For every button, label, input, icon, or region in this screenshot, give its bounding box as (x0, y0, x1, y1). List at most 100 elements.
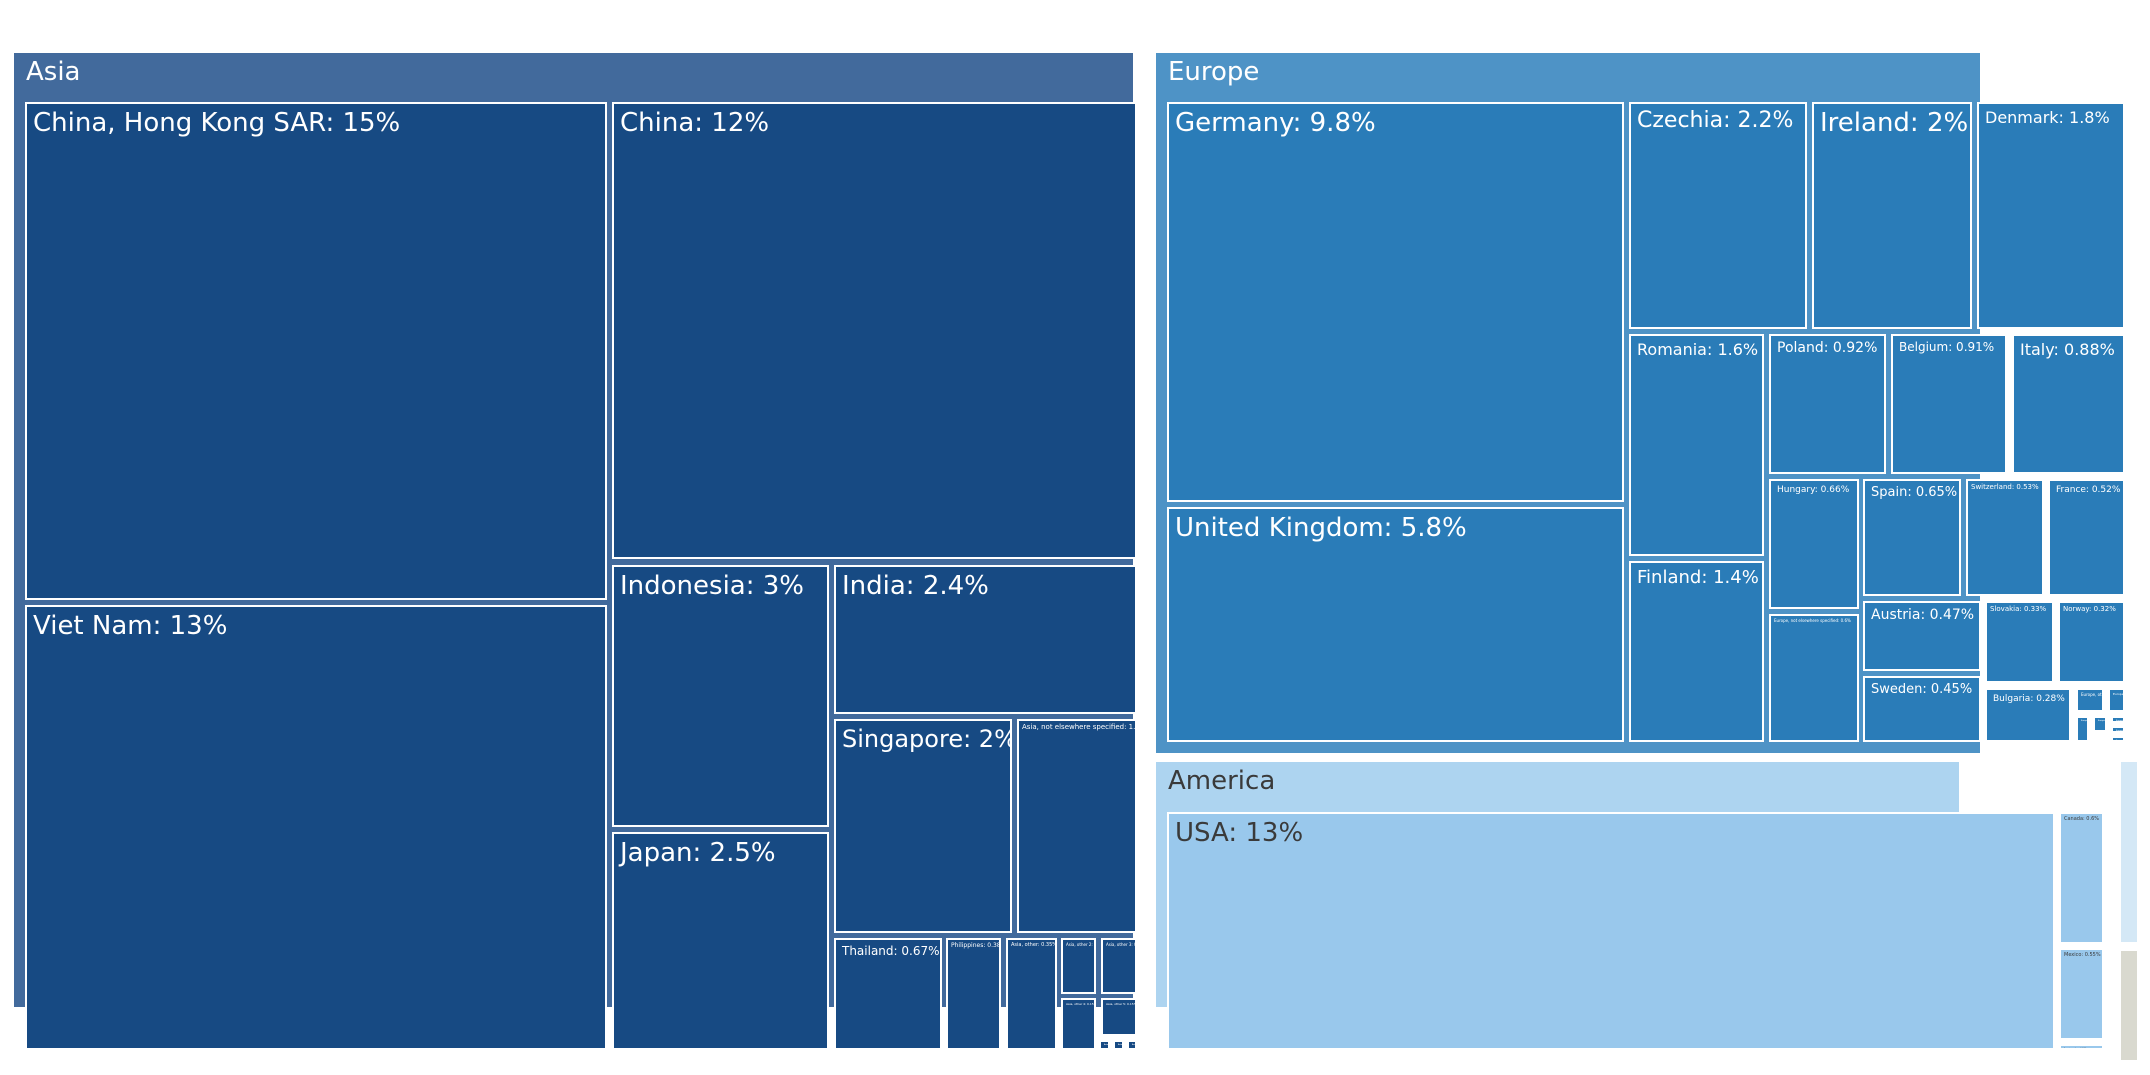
tile-slovakia[interactable]: Slovakia: 0.33% (1985, 601, 2054, 683)
tile-philippines[interactable]: Philippines: 0.38% (946, 938, 1001, 1050)
tile-mexico[interactable]: Mexico: 0.55% (2059, 948, 2104, 1040)
tile-label-asia-other-6: Asia, other 6: 0.03% (1104, 1044, 1109, 1046)
tile-label-singapore: Singapore: 2% (842, 725, 1012, 753)
tile-singapore[interactable]: Singapore: 2% (834, 719, 1012, 933)
tile-label-asia-other: Asia, other: 0.35% (1011, 942, 1057, 948)
tile-united-kingdom[interactable]: United Kingdom: 5.8% (1167, 507, 1624, 742)
tile-spain[interactable]: Spain: 0.65% (1863, 479, 1961, 596)
tile-asia-other-2[interactable]: Asia, other 2: 0.2% (1061, 938, 1096, 994)
tile-label-spain: Spain: 0.65% (1871, 485, 1958, 500)
tile-france[interactable]: France: 0.52% (2048, 479, 2125, 596)
tile-asia-other-6[interactable]: Asia, other 6: 0.03% (1099, 1040, 1110, 1050)
tile-label-europe-other-7: Europe, other 7: 0.02% (2116, 740, 2124, 742)
region-europe[interactable]: Europe Germany: 9.8% United Kingdom: 5.8% C… (1156, 53, 2125, 753)
tile-europe-other-4[interactable]: Europe, other 4: 0.03% (2093, 716, 2107, 732)
tile-bulgaria[interactable]: Bulgaria: 0.28% (1985, 688, 2071, 742)
tile-sweden[interactable]: Sweden: 0.45% (1863, 676, 1981, 742)
tile-label-poland: Poland: 0.92% (1777, 340, 1878, 356)
region-other-region-2[interactable] (2121, 951, 2137, 1060)
tile-norway[interactable]: Norway: 0.32% (2058, 601, 2125, 683)
tile-finland[interactable]: Finland: 1.4% (1629, 561, 1764, 742)
tile-label-switzerland: Switzerland: 0.53% (1971, 483, 2039, 491)
tile-hungary[interactable]: Hungary: 0.66% (1769, 479, 1859, 609)
tile-label-hungary: Hungary: 0.66% (1777, 485, 1850, 495)
tile-canada[interactable]: Canada: 0.6% (2059, 812, 2104, 944)
tile-label-viet-nam: Viet Nam: 13% (33, 611, 228, 641)
tile-label-america-other: America, other: 0.02% (2064, 1048, 2087, 1050)
tile-label-asia-other-2: Asia, other 2: 0.2% (1066, 942, 1094, 947)
tile-label-czechia: Czechia: 2.2% (1637, 108, 1794, 133)
tile-label-bulgaria: Bulgaria: 0.28% (1993, 694, 2065, 704)
tile-label-thailand: Thailand: 0.67% (842, 944, 940, 958)
tile-europe-not-elsewhere-specified[interactable]: Europe, not elsewhere specified: 0.6% (1769, 614, 1859, 742)
tile-label-indonesia: Indonesia: 3% (620, 571, 805, 601)
tile-label-sweden: Sweden: 0.45% (1871, 682, 1973, 697)
tile-label-philippines: Philippines: 0.38% (951, 942, 1001, 949)
tile-label-denmark: Denmark: 1.8% (1985, 108, 2110, 127)
tile-label-norway: Norway: 0.32% (2063, 605, 2116, 613)
tile-label-mexico: Mexico: 0.55% (2064, 952, 2101, 958)
tile-label-slovakia: Slovakia: 0.33% (1990, 605, 2047, 613)
tile-germany[interactable]: Germany: 9.8% (1167, 102, 1624, 502)
tile-europe-other-3[interactable]: Europe, other 3: 0.03% (2076, 716, 2089, 742)
tile-czechia[interactable]: Czechia: 2.2% (1629, 102, 1807, 329)
tile-label-europe-other-5: Europe, other 5: 0.02% (2116, 720, 2124, 722)
tile-europe-other-6[interactable]: Europe, other 6: 0.02% (2111, 726, 2125, 733)
tile-usa[interactable]: USA: 13% (1167, 812, 2055, 1050)
tile-label-japan: Japan: 2.5% (620, 838, 776, 868)
tile-label-india: India: 2.4% (842, 571, 989, 601)
tile-india[interactable]: India: 2.4% (834, 565, 1137, 714)
tile-label-usa: USA: 13% (1175, 818, 1304, 848)
tile-label-canada: Canada: 0.6% (2064, 816, 2100, 822)
tile-label-ireland: Ireland: 2% (1820, 108, 1969, 138)
tile-asia-not-elsewhere-specified[interactable]: Asia, not elsewhere specified: 1.4% (1017, 719, 1137, 933)
tile-label-asia-other-8: Asia, other 8: 0.03% (1132, 1044, 1137, 1046)
tile-label-china-hong-kong-sar: China, Hong Kong SAR: 15% (33, 108, 401, 138)
tile-label-asia-other-3: Asia, other 3: 0.2% (1106, 942, 1137, 947)
tile-switzerland[interactable]: Switzerland: 0.53% (1966, 479, 2044, 596)
tile-label-france: France: 0.52% (2056, 485, 2121, 495)
tile-label-romania: Romania: 1.6% (1637, 340, 1759, 359)
region-america[interactable]: America USA: 13% Canada: 0.6% Mexico: 0.55%… (1156, 762, 2104, 1050)
tile-belgium[interactable]: Belgium: 0.91% (1891, 334, 2007, 474)
tile-asia-other-8[interactable]: Asia, other 8: 0.03% (1127, 1040, 1137, 1050)
tile-label-italy: Italy: 0.88% (2020, 340, 2115, 359)
tile-china-hong-kong-sar[interactable]: China, Hong Kong SAR: 15% (25, 102, 607, 600)
tile-label-asia-not-elsewhere-specified: Asia, not elsewhere specified: 1.4% (1022, 723, 1137, 731)
tile-label-asia-other-5: Asia, other 5: 0.15% (1106, 1002, 1137, 1006)
tile-denmark[interactable]: Denmark: 1.8% (1977, 102, 2125, 329)
tile-europe-other-7[interactable]: Europe, other 7: 0.02% (2111, 736, 2125, 742)
tile-asia-other-4[interactable]: Asia, other 4: 0.15% (1061, 998, 1096, 1050)
tile-america-other[interactable]: America, other: 0.02% (2059, 1044, 2104, 1050)
tile-asia-other-5[interactable]: Asia, other 5: 0.15% (1101, 998, 1137, 1036)
tile-europe-other-1[interactable]: Europe, other 1: 0.05% (2076, 688, 2104, 712)
tile-romania[interactable]: Romania: 1.6% (1629, 334, 1764, 556)
tile-thailand[interactable]: Thailand: 0.67% (834, 938, 942, 1050)
tile-europe-other-2[interactable]: Europe, other 2: 0.03% (2108, 688, 2125, 712)
tile-ireland[interactable]: Ireland: 2% (1812, 102, 1972, 329)
region-asia[interactable]: Asia China, Hong Kong SAR: 15% China: 12% V… (14, 53, 1137, 1050)
tile-austria[interactable]: Austria: 0.47% (1863, 601, 1981, 671)
tile-label-europe-other-1: Europe, other 1: 0.05% (2081, 692, 2104, 697)
tile-viet-nam[interactable]: Viet Nam: 13% (25, 605, 607, 1050)
tile-italy[interactable]: Italy: 0.88% (2012, 334, 2125, 474)
tile-label-finland: Finland: 1.4% (1637, 567, 1759, 588)
tile-asia-other-3[interactable]: Asia, other 3: 0.2% (1101, 938, 1137, 994)
tile-label-europe-other-6: Europe, other 6: 0.02% (2116, 730, 2124, 732)
tile-label-europe-other-2: Europe, other 2: 0.03% (2113, 692, 2125, 696)
region-label-asia: Asia (26, 57, 81, 87)
tile-label-europe-other-3: Europe, other 3: 0.03% (2081, 720, 2089, 722)
region-other-region-1[interactable] (2121, 762, 2137, 942)
region-label-america: America (1168, 766, 1276, 796)
tile-label-asia-other-7: Asia, other 7: 0.03% (1118, 1044, 1123, 1046)
tile-asia-other[interactable]: Asia, other: 0.35% (1006, 938, 1057, 1050)
tile-label-asia-other-4: Asia, other 4: 0.15% (1066, 1002, 1096, 1006)
tile-poland[interactable]: Poland: 0.92% (1769, 334, 1886, 474)
tile-indonesia[interactable]: Indonesia: 3% (612, 565, 829, 827)
tile-asia-other-7[interactable]: Asia, other 7: 0.03% (1113, 1040, 1124, 1050)
tile-china[interactable]: China: 12% (612, 102, 1137, 559)
region-label-europe: Europe (1168, 57, 1260, 87)
tile-japan[interactable]: Japan: 2.5% (612, 832, 829, 1050)
tile-europe-other-5[interactable]: Europe, other 5: 0.02% (2111, 716, 2125, 723)
